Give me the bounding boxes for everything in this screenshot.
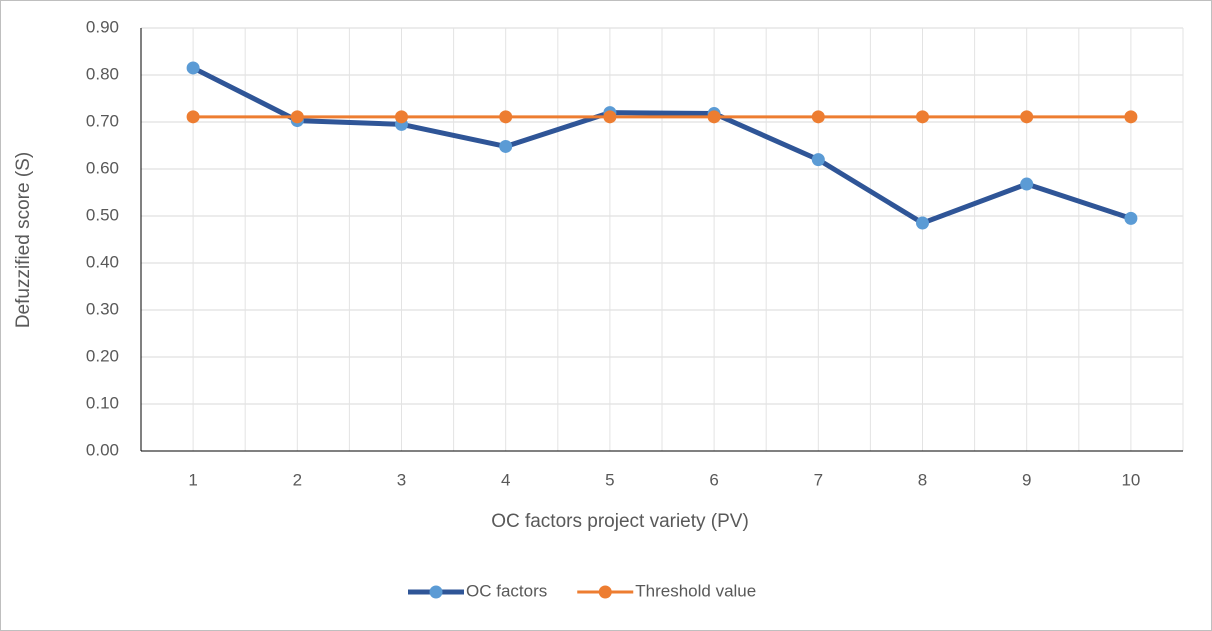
y-tick-label: 0.30 xyxy=(86,299,119,318)
data-point xyxy=(395,110,408,124)
x-tick-label: 5 xyxy=(605,470,614,489)
x-tick-label: 2 xyxy=(293,470,302,489)
data-point xyxy=(1020,177,1034,191)
data-point xyxy=(1020,110,1034,124)
x-tick-label: 7 xyxy=(814,470,823,489)
data-point xyxy=(603,110,617,124)
legend-label: OC factors xyxy=(466,581,547,600)
y-tick-label: 0.00 xyxy=(86,440,119,459)
y-tick-label: 0.10 xyxy=(86,393,119,412)
legend-label: Threshold value xyxy=(635,581,756,600)
y-tick-label: 0.80 xyxy=(86,64,119,83)
y-axis-title: Defuzzified score (S) xyxy=(13,152,34,328)
x-tick-label: 4 xyxy=(501,470,510,489)
data-point xyxy=(186,110,200,124)
data-point xyxy=(811,110,825,124)
y-tick-label: 0.50 xyxy=(86,205,119,224)
data-point xyxy=(1124,110,1138,124)
x-tick-label: 1 xyxy=(188,470,197,489)
y-tick-label: 0.60 xyxy=(86,158,119,177)
data-point xyxy=(499,139,513,153)
x-tick-label: 3 xyxy=(397,470,406,489)
x-tick-label: 9 xyxy=(1022,470,1031,489)
series-line xyxy=(191,65,1132,226)
data-point xyxy=(186,61,200,75)
data-point xyxy=(707,110,721,124)
y-tick-label: 0.70 xyxy=(86,111,119,130)
legend-marker xyxy=(429,585,443,599)
x-tick-label: 8 xyxy=(918,470,927,489)
x-tick-label: 6 xyxy=(709,470,718,489)
data-point xyxy=(916,216,929,230)
legend-marker xyxy=(598,585,612,599)
y-tick-label: 0.40 xyxy=(86,252,119,271)
data-point xyxy=(499,110,513,124)
data-point xyxy=(1124,211,1138,225)
y-tick-label: 0.20 xyxy=(86,346,119,365)
data-point xyxy=(811,153,825,167)
data-point xyxy=(290,110,304,124)
y-tick-label: 0.90 xyxy=(86,17,119,36)
x-axis-title: OC factors project variety (PV) xyxy=(491,511,749,532)
data-point xyxy=(916,110,929,124)
x-tick-label: 10 xyxy=(1121,470,1140,489)
